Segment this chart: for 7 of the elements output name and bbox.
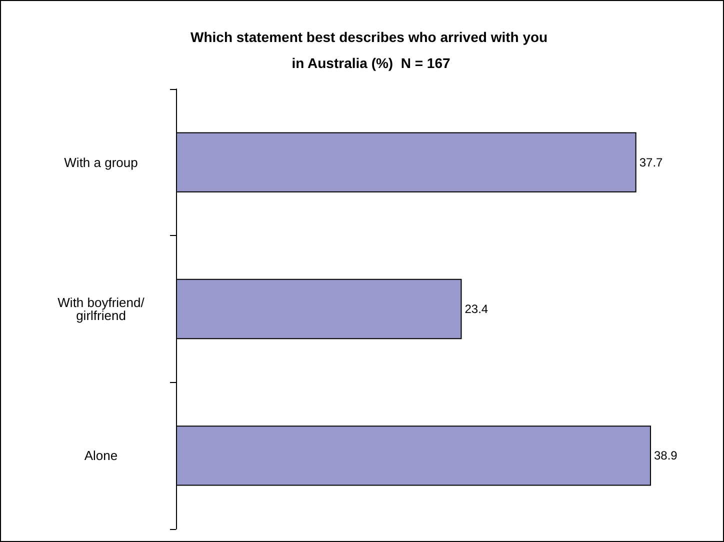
data-label: 23.4 [464, 302, 488, 316]
data-label: 38.9 [654, 448, 678, 463]
data-label: 37.7 [639, 155, 664, 170]
y-tick-label: Alone [84, 448, 118, 464]
y-tick-label: With a group [64, 154, 138, 170]
chart-title: Which statement best describes who arrived with you in Australia (%) N = 167 [190, 29, 552, 71]
y-tick-label: With boyfriend/girlfriend [58, 295, 145, 323]
